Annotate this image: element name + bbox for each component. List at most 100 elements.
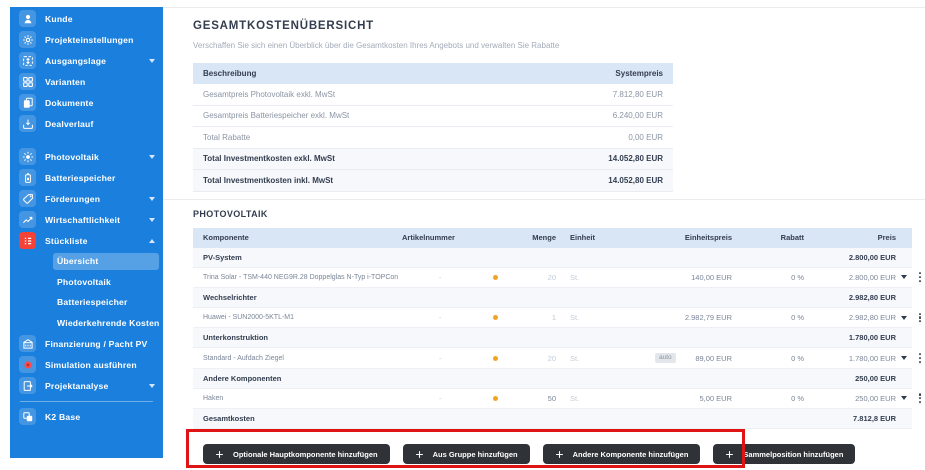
component-einheit: St. [570,313,580,323]
group-name: Andere Komponenten [203,373,282,383]
component-einheitspreis: 140,00 EUR [691,272,732,282]
section-divider [163,198,925,200]
component-preis: 2.982,80 EUR [848,313,896,323]
sidebar-item-projektanalyse[interactable]: Projektanalyse [10,375,163,396]
component-einheit: St. [570,272,580,282]
row-menu-button[interactable] [917,351,923,365]
sidebar-item-finanzierung[interactable]: Finanzierung / Pacht PV [10,333,163,354]
sidebar-subitem-photovoltaik[interactable]: Photovoltaik [10,272,163,293]
sidebar-item-kunde[interactable]: Kunde [10,8,163,29]
sidebar-item-dealverlauf[interactable]: Dealverlauf [10,113,163,134]
component-menge: 50 [547,393,556,403]
total-price: 7.812,8 EUR [853,414,896,424]
component-artikelnummer: - [439,313,442,323]
component-row-huawei[interactable]: Huawei - SUN2000-5KTL-M1 - 1 St. 2.982,7… [193,308,921,329]
transform-icon [19,52,36,69]
action-button-row: Optionale Hauptkomponente hinzufügen Aus… [193,444,912,465]
sidebar-spacer [10,134,163,146]
table-row-total: Total Investmentkosten inkl. MwSt 14.052… [193,170,673,192]
chevron-down-icon [901,396,907,401]
sidebar-subitem-uebersicht[interactable]: Übersicht [10,251,163,272]
expand-price-button[interactable] [896,396,912,401]
sidebar-subitem-label: Wiederkehrende Kosten [57,317,160,328]
sidebar: Kunde Projekteinstellungen Ausgangslage … [10,7,163,458]
sidebar-item-batteriespeicher[interactable]: Batteriespeicher [10,167,163,188]
row-value: 0,00 EUR [628,132,663,142]
component-einheit: St. [570,393,580,403]
sidebar-item-label: Projektanalyse [45,380,109,391]
sidebar-item-label: K2 Base [45,411,81,422]
overview-table-header: Beschreibung Systempreis [193,63,673,84]
page-subtitle: Verschaffen Sie sich einen Überblick übe… [193,41,560,50]
k2-icon [19,408,36,425]
chevron-up-icon [149,238,155,243]
sidebar-item-wirtschaftlichkeit[interactable]: Wirtschaftlichkeit [10,209,163,230]
row-label: Total Rabatte [203,132,251,142]
sidebar-item-dokumente[interactable]: Dokumente [10,92,163,113]
sidebar-item-simulation[interactable]: Simulation ausführen [10,354,163,375]
column-header-einheit: Einheit [570,233,596,242]
component-rabatt: 0 % [791,393,804,403]
component-preis: 1.780,00 EUR [848,353,896,363]
status-dot-orange [484,274,506,280]
column-header-beschreibung: Beschreibung [203,69,257,78]
component-menge: 20 [547,353,556,363]
expand-price-button[interactable] [896,315,912,320]
row-value: 14.052,80 EUR [608,154,663,164]
auto-badge: auto [655,353,676,363]
record-icon [19,356,36,373]
component-preis: 2.800,00 EUR [848,272,896,282]
add-from-group-button[interactable]: Aus Gruppe hinzufügen [402,444,530,465]
add-bundle-position-button[interactable]: Sammelposition hinzufügen [713,444,856,465]
sidebar-item-stueckliste[interactable]: Stückliste [10,230,163,251]
gear-icon [19,31,36,48]
plus-icon [726,450,734,458]
chevron-down-icon [901,275,907,280]
sidebar-item-photovoltaik[interactable]: Photovoltaik [10,146,163,167]
sidebar-subitem-wiederkehrende-kosten[interactable]: Wiederkehrende Kosten [10,313,163,334]
component-row-trina-solar[interactable]: Trina Solar - TSM-440 NEG9R.28 Doppelgla… [193,268,921,288]
column-header-menge: Menge [532,233,556,242]
group-price: 2.982,80 EUR [848,292,896,302]
row-menu-button[interactable] [917,311,923,325]
sidebar-item-projekteinstellungen[interactable]: Projekteinstellungen [10,29,163,50]
sidebar-subitem-batteriespeicher[interactable]: Batteriespeicher [10,292,163,313]
status-dot-orange [484,315,506,321]
main-content: GESAMTKOSTENÜBERSICHT Verschaffen Sie si… [163,7,925,465]
plus-icon [415,450,423,458]
component-menge: 20 [547,272,556,282]
group-row-unterkonstruktion: Unterkonstruktion 1.780,00 EUR [193,328,912,349]
group-name: Wechselrichter [203,292,257,302]
row-menu-button[interactable] [917,270,923,284]
column-header-einheitspreis: Einheitspreis [684,233,732,242]
group-name: PV-System [203,252,242,262]
expand-price-button[interactable] [896,356,912,361]
row-menu-button[interactable] [917,392,923,406]
sidebar-item-label: Varianten [45,76,86,87]
row-label: Total Investmentkosten exkl. MwSt [203,154,335,164]
column-header-rabatt: Rabatt [780,233,804,242]
column-header-systempreis: Systempreis [615,69,663,78]
sidebar-item-foerderungen[interactable]: Förderungen [10,188,163,209]
component-name: Trina Solar - TSM-440 NEG9R.28 Doppelgla… [203,273,399,281]
component-artikelnummer: - [439,353,442,363]
component-rabatt: 0 % [791,272,804,282]
row-label: Gesamtpreis Photovoltaik exkl. MwSt [203,89,336,99]
group-name: Unterkonstruktion [203,333,269,343]
add-optional-main-component-button[interactable]: Optionale Hauptkomponente hinzufügen [203,444,390,465]
component-row-standard-aufdach[interactable]: Standard - Aufdach Ziegel - 20 St. auto … [193,348,921,369]
sidebar-item-label: Kunde [45,13,73,24]
component-row-haken[interactable]: Haken - 50 St. 5,00 EUR 0 % 250,00 EUR [193,389,921,409]
add-other-component-button[interactable]: Andere Komponente hinzufügen [542,444,701,465]
expand-price-button[interactable] [896,275,912,280]
bank-icon [19,335,36,352]
column-header-preis: Preis [877,233,896,242]
person-icon [19,10,36,27]
sidebar-item-varianten[interactable]: Varianten [10,71,163,92]
sidebar-item-k2-base[interactable]: K2 Base [10,406,163,427]
component-rabatt: 0 % [791,313,804,323]
sun-icon [19,148,36,165]
chevron-down-icon [149,196,155,201]
sidebar-item-ausgangslage[interactable]: Ausgangslage [10,50,163,71]
component-artikelnummer: - [439,393,442,403]
